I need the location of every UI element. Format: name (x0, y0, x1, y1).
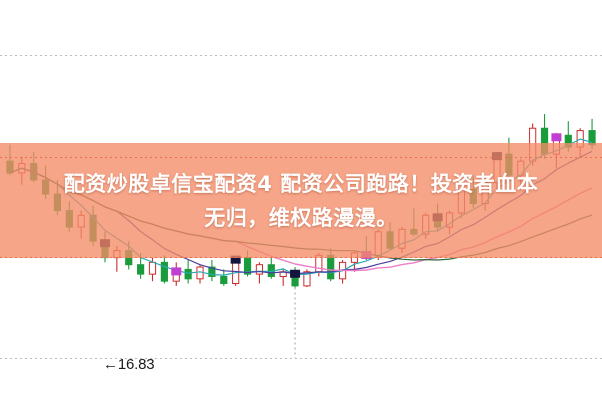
price-callout-label: ←16.83 (103, 356, 155, 373)
price-value: 16.83 (117, 356, 155, 373)
chart-gridlines (0, 55, 602, 359)
arrow-left-icon: ← (103, 356, 118, 373)
